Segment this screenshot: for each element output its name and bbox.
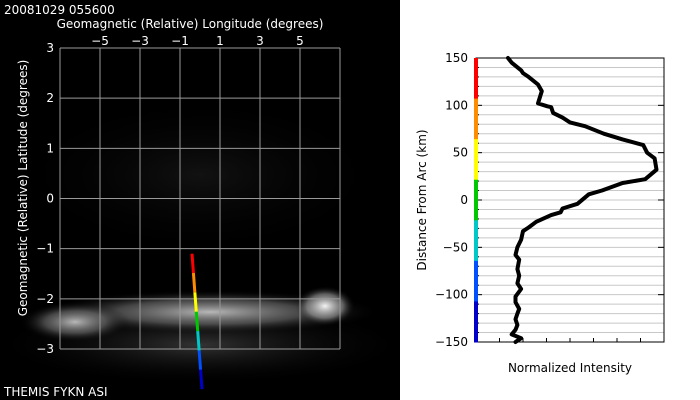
transect-line: [190, 253, 204, 390]
source-label: THEMIS FYKN ASI: [3, 385, 108, 399]
transect-segment: [194, 311, 200, 332]
intensity-profile-line: [506, 56, 659, 344]
x-tick-label: 3: [256, 34, 264, 48]
color-bar-segment: [474, 179, 478, 221]
intensity-profile-panel: 150 100 50 0 −50 −100 −150 Normalized Intensit…: [415, 51, 665, 375]
profile-y-tick-label: −50: [443, 240, 468, 254]
transect-segment: [190, 253, 195, 274]
color-bar-segment: [474, 98, 478, 140]
x-tick-label: −1: [171, 34, 189, 48]
color-bar-segment: [474, 58, 478, 100]
color-bar-segment: [474, 260, 478, 302]
profile-y-tick-label: 50: [453, 146, 468, 160]
x-tick-label: 5: [296, 34, 304, 48]
profile-y-tick-label: −150: [435, 335, 468, 349]
y-tick-label: −3: [36, 342, 54, 356]
color-bar-segment: [474, 301, 478, 343]
y-tick-label: 2: [46, 91, 54, 105]
x-tick-label: −5: [91, 34, 109, 48]
transect-segment: [191, 272, 197, 293]
sky-glow: [10, 95, 390, 255]
profile-y-tick-label: 150: [445, 51, 468, 65]
y-tick-label: 1: [46, 141, 54, 155]
profile-y-tick-label: 0: [460, 193, 468, 207]
auroral-bright-spot: [295, 286, 355, 326]
profile-grid: [476, 57, 664, 343]
color-bar-segment: [474, 220, 478, 262]
x-tick-label: 1: [216, 34, 224, 48]
y-tick-label: 3: [46, 41, 54, 55]
y-tick-label: −1: [36, 242, 54, 256]
x-tick-label: −3: [131, 34, 149, 48]
map-tick-labels: −5 −3 −1 1 3 5 3 2 1 0 −1 −2 −3: [36, 34, 304, 356]
y-tick-label: −2: [36, 292, 54, 306]
distance-color-bar: [474, 58, 478, 343]
transect-segment: [197, 350, 203, 370]
map-grid: [59, 47, 341, 350]
profile-x-axis-title: Normalized Intensity: [508, 361, 632, 375]
transect-segment: [199, 369, 204, 390]
y-axis-title: Geomagnetic (Relative) Latitude (degrees…: [16, 60, 30, 317]
asi-image-panel: −5 −3 −1 1 3 5 3 2 1 0 −1 −2 −3 20081029 055600 Geom…: [0, 0, 400, 400]
y-tick-label: 0: [46, 192, 54, 206]
profile-y-tick-label: 100: [445, 98, 468, 112]
transect-segment: [193, 292, 198, 312]
profile-tick-labels: 150 100 50 0 −50 −100 −150: [435, 51, 665, 349]
auroral-arc-left-patch: [20, 302, 130, 342]
profile-y-tick-label: −100: [435, 288, 468, 302]
profile-y-axis-title: Distance From Arc (km): [415, 129, 429, 270]
transect-segment: [196, 330, 201, 351]
color-bar-segment: [474, 139, 478, 181]
timestamp-label: 20081029 055600: [4, 3, 115, 17]
x-axis-title: Geomagnetic (Relative) Longitude (degree…: [57, 17, 324, 31]
